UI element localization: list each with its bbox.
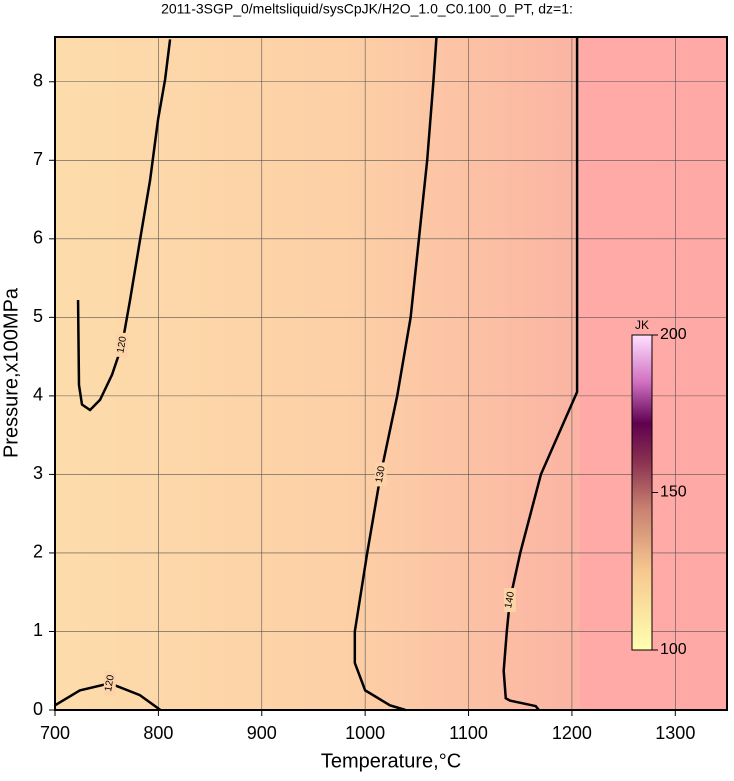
contour-label: 140 xyxy=(503,590,517,609)
y-tick-label: 8 xyxy=(33,71,43,91)
x-tick-label: 800 xyxy=(143,723,173,743)
y-tick-label: 0 xyxy=(33,699,43,719)
x-tick-label: 1200 xyxy=(552,723,592,743)
colorbar xyxy=(631,334,653,651)
plot-background xyxy=(55,37,727,710)
chart-title: 2011-3SGP_0/meltsliquid/sysCpJK/H2O_1.0_… xyxy=(161,1,573,17)
axes: 700 800 900 1000 1100 1200 1300 0 1 2 3 4 5 6 7 8 100 150… xyxy=(33,71,695,743)
y-tick-label: 5 xyxy=(33,306,43,326)
x-axis-label: Temperature,°C xyxy=(321,750,461,772)
contours: 120 120 130 140 xyxy=(54,36,579,712)
contour-label: 130 xyxy=(374,465,388,484)
x-tick-label: 700 xyxy=(40,723,70,743)
contour-label-bg xyxy=(503,588,516,613)
colorbar-label: JK xyxy=(635,318,649,332)
y-tick-label: 1 xyxy=(33,620,43,640)
y-tick-label: 3 xyxy=(33,463,43,483)
plot-frame xyxy=(54,36,728,711)
contour-label: 120 xyxy=(115,335,129,354)
colorbar-tick-label: 100 xyxy=(660,641,687,658)
contour-line xyxy=(502,37,579,711)
x-tick-label: 1000 xyxy=(345,723,385,743)
contour-label-bg xyxy=(103,671,116,696)
contour-label-bg xyxy=(374,462,387,487)
y-tick-label: 7 xyxy=(33,149,43,169)
x-tick-label: 1300 xyxy=(655,723,695,743)
y-tick-label: 6 xyxy=(33,228,43,248)
colorbar-tick-label: 150 xyxy=(660,484,687,501)
x-tick-label: 1100 xyxy=(449,723,488,743)
y-axis-label: Pressure,x100MPa xyxy=(0,287,22,458)
colorbar-tick-label: 200 xyxy=(660,326,687,343)
y-tick-label: 2 xyxy=(33,542,43,562)
contour-label: 120 xyxy=(103,674,117,693)
y-tick-label: 4 xyxy=(33,385,43,405)
x-tick-label: 900 xyxy=(247,723,277,743)
contour-label-bg xyxy=(116,332,129,357)
